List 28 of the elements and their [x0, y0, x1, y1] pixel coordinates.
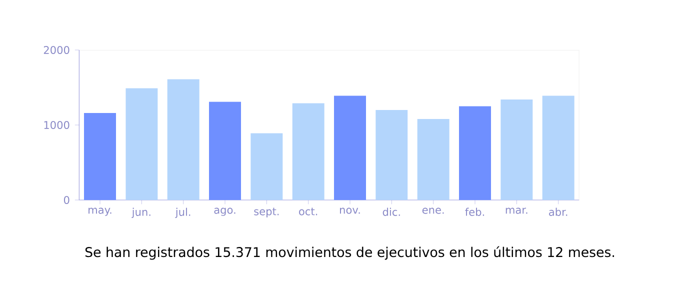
x-tick-label: dic. [382, 208, 400, 216]
x-tick-label: jun. [132, 208, 150, 218]
bar [459, 106, 492, 200]
bar [334, 96, 366, 200]
x-tick-label: ene. [422, 208, 444, 214]
y-tick-label: 1000 [44, 121, 70, 129]
x-tick-label: oct. [299, 208, 318, 216]
x-tick-label: sept. [254, 208, 279, 218]
bar [84, 113, 116, 200]
x-tick-label: ago. [214, 208, 236, 216]
y-tick-label: 0 [64, 196, 70, 204]
x-tick-label: mar. [506, 208, 528, 214]
x-tick-label: abr. [549, 208, 568, 216]
y-tick-label: 2000 [44, 46, 70, 54]
x-tick-label: jul. [175, 208, 190, 218]
x-tick-label: may. [88, 208, 112, 216]
bar [500, 100, 533, 200]
x-tick-label: feb. [465, 208, 484, 216]
bar [209, 102, 242, 200]
bar [167, 79, 200, 200]
bar [542, 96, 574, 200]
bar [376, 110, 408, 200]
bar [250, 133, 283, 200]
bar [292, 103, 324, 200]
x-tick-label: nov. [340, 208, 360, 214]
text: Se han registrados 15.371 movimientos de ejecutivos en los últimos 12 meses. [85, 246, 614, 260]
bar [417, 119, 450, 200]
bar [126, 88, 158, 200]
